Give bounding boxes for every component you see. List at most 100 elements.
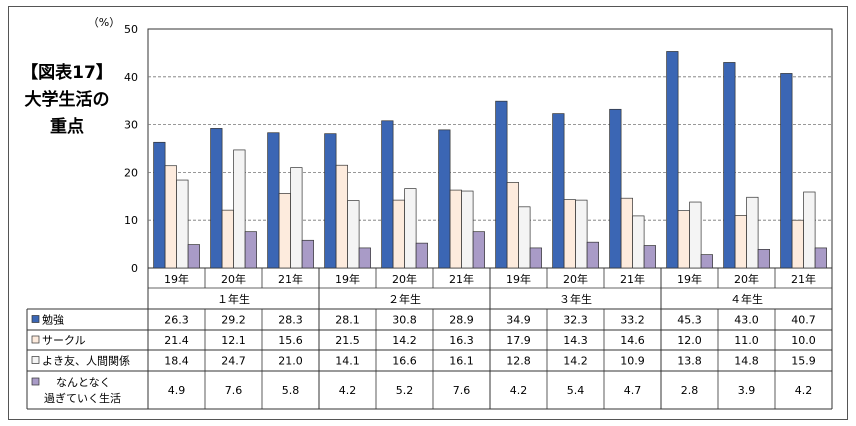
table-value: 13.8	[677, 355, 702, 368]
table-value: 26.3	[164, 314, 189, 327]
table-value: 4.2	[795, 384, 813, 397]
x-tick-label: 20年	[563, 272, 588, 286]
bar	[187, 244, 200, 269]
bar	[791, 219, 804, 269]
table-value: 21.4	[164, 334, 189, 347]
x-tick-label: 19年	[506, 272, 531, 286]
bar	[586, 241, 599, 269]
legend-label: 過ぎていく生活	[44, 391, 121, 405]
bar	[700, 254, 713, 269]
table-value: 15.6	[278, 334, 303, 347]
figure-title-line1: 大学生活の	[24, 90, 110, 110]
x-tick-label: 21年	[449, 272, 474, 286]
bar	[666, 51, 679, 269]
x-tick-label: 19年	[335, 272, 360, 286]
x-tick-label: 20年	[221, 272, 246, 286]
table-value: 45.3	[677, 314, 702, 327]
table-value: 14.1	[335, 355, 360, 368]
x-tick-label: 21年	[278, 272, 303, 286]
bar	[495, 100, 508, 269]
table-value: 32.3	[563, 314, 588, 327]
bar	[210, 128, 223, 269]
bar	[244, 231, 257, 269]
x-tick-label: 20年	[734, 272, 759, 286]
table-value: 21.0	[278, 355, 303, 368]
bar	[233, 149, 246, 269]
x-tick-label: 19年	[164, 272, 189, 286]
bar	[734, 215, 747, 269]
bar	[153, 141, 166, 269]
figure-label: 【図表17】	[21, 63, 113, 83]
y-tick-label: 0	[131, 262, 138, 275]
table-value: 4.9	[168, 384, 186, 397]
table-value: 28.9	[449, 314, 474, 327]
table-value: 21.5	[335, 334, 360, 347]
bar	[563, 199, 576, 269]
table-value: 17.9	[506, 334, 531, 347]
bar	[677, 210, 690, 269]
table-value: 10.9	[620, 355, 645, 368]
bar	[221, 209, 234, 269]
bar	[780, 73, 793, 269]
table-value: 14.2	[563, 355, 588, 368]
figure-title-line2: 重点	[50, 117, 84, 137]
bar	[689, 201, 702, 269]
y-tick-label: 40	[124, 71, 138, 84]
table-value: 14.3	[563, 334, 588, 347]
table-value: 40.7	[791, 314, 816, 327]
table-value: 30.8	[392, 314, 417, 327]
table-value: 28.3	[278, 314, 303, 327]
table-value: 4.7	[624, 384, 642, 397]
bar	[176, 179, 189, 269]
bar	[278, 193, 291, 269]
table-value: 34.9	[506, 314, 531, 327]
table-value: 11.0	[734, 334, 759, 347]
table-value: 10.0	[791, 334, 816, 347]
bar	[347, 200, 360, 269]
figure-frame	[8, 6, 848, 420]
table-value: 15.9	[791, 355, 816, 368]
bar	[620, 197, 633, 269]
table-value: 7.6	[225, 384, 243, 397]
bar	[381, 120, 394, 269]
bar	[814, 247, 827, 269]
y-unit-label: （%）	[88, 16, 120, 29]
bar	[643, 245, 656, 269]
table-value: 14.6	[620, 334, 645, 347]
legend-label: よき友、人間関係	[42, 354, 130, 368]
bar	[290, 167, 303, 269]
figure-title: 【図表17】 大学生活の 重点	[12, 60, 122, 141]
table-value: 24.7	[221, 355, 246, 368]
table-value: 5.4	[567, 384, 585, 397]
legend-label: 勉強	[42, 313, 64, 327]
table-value: 4.2	[510, 384, 528, 397]
bar	[358, 247, 371, 269]
table-value: 12.8	[506, 355, 531, 368]
y-tick-label: 30	[124, 119, 138, 132]
table-value: 14.2	[392, 334, 417, 347]
bar	[164, 165, 177, 269]
bar	[461, 190, 474, 269]
bar	[301, 239, 314, 269]
bar	[438, 129, 451, 269]
table-value: 16.3	[449, 334, 474, 347]
legend-swatch	[31, 315, 40, 323]
table-value: 4.2	[339, 384, 357, 397]
legend-swatch	[31, 377, 40, 386]
legend-label: サークル	[42, 334, 86, 347]
group-label: ２年生	[388, 292, 421, 306]
table-value: 5.2	[396, 384, 414, 397]
table-value: 5.8	[282, 384, 300, 397]
table-value: 28.1	[335, 314, 360, 327]
legend-swatch	[31, 335, 40, 344]
table-value: 2.8	[681, 384, 699, 397]
bar	[506, 182, 519, 269]
bar	[449, 189, 462, 269]
bar	[529, 247, 542, 269]
legend-label: なんとなく	[56, 376, 111, 389]
table-value: 18.4	[164, 355, 189, 368]
bar	[746, 196, 759, 269]
bar	[575, 199, 588, 269]
table-value: 33.2	[620, 314, 645, 327]
